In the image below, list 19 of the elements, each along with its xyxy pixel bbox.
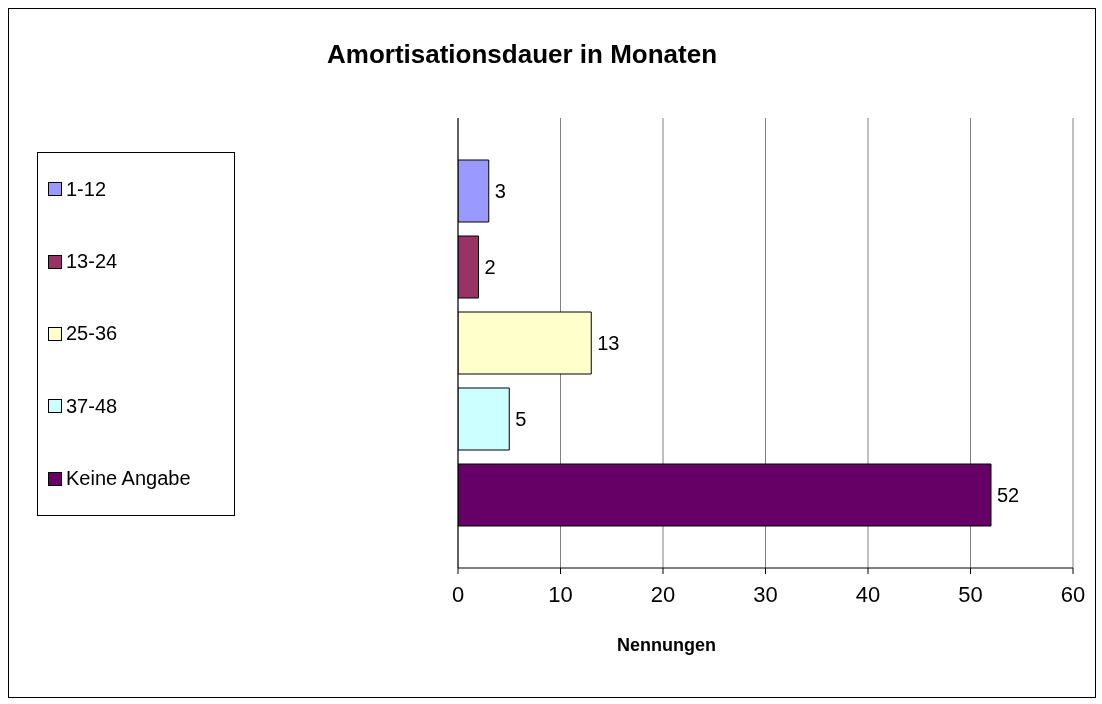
legend-label: 13-24 [66, 250, 118, 274]
x-tick-label: 10 [548, 581, 573, 607]
data-label: 2 [484, 256, 496, 279]
x-tick-label: 60 [1060, 581, 1086, 607]
x-axis-title: Nennungen [616, 635, 717, 656]
x-tick-label: 30 [753, 581, 778, 607]
x-tick-label: 0 [451, 581, 465, 607]
data-label: 3 [494, 180, 506, 203]
legend-label: 37-48 [66, 394, 118, 418]
legend-label: Keine Angabe [66, 467, 191, 491]
data-label: 5 [515, 408, 527, 431]
data-label: 52 [997, 484, 1020, 507]
legend-label: 25-36 [66, 322, 118, 346]
x-tick-label: 40 [855, 581, 881, 607]
x-tick-label: 50 [958, 581, 983, 607]
data-label: 13 [597, 332, 620, 355]
chart-title: Amortisationsdauer in Monaten [326, 39, 719, 70]
legend-label: 1-12 [66, 177, 107, 201]
x-tick-label: 20 [650, 581, 676, 607]
